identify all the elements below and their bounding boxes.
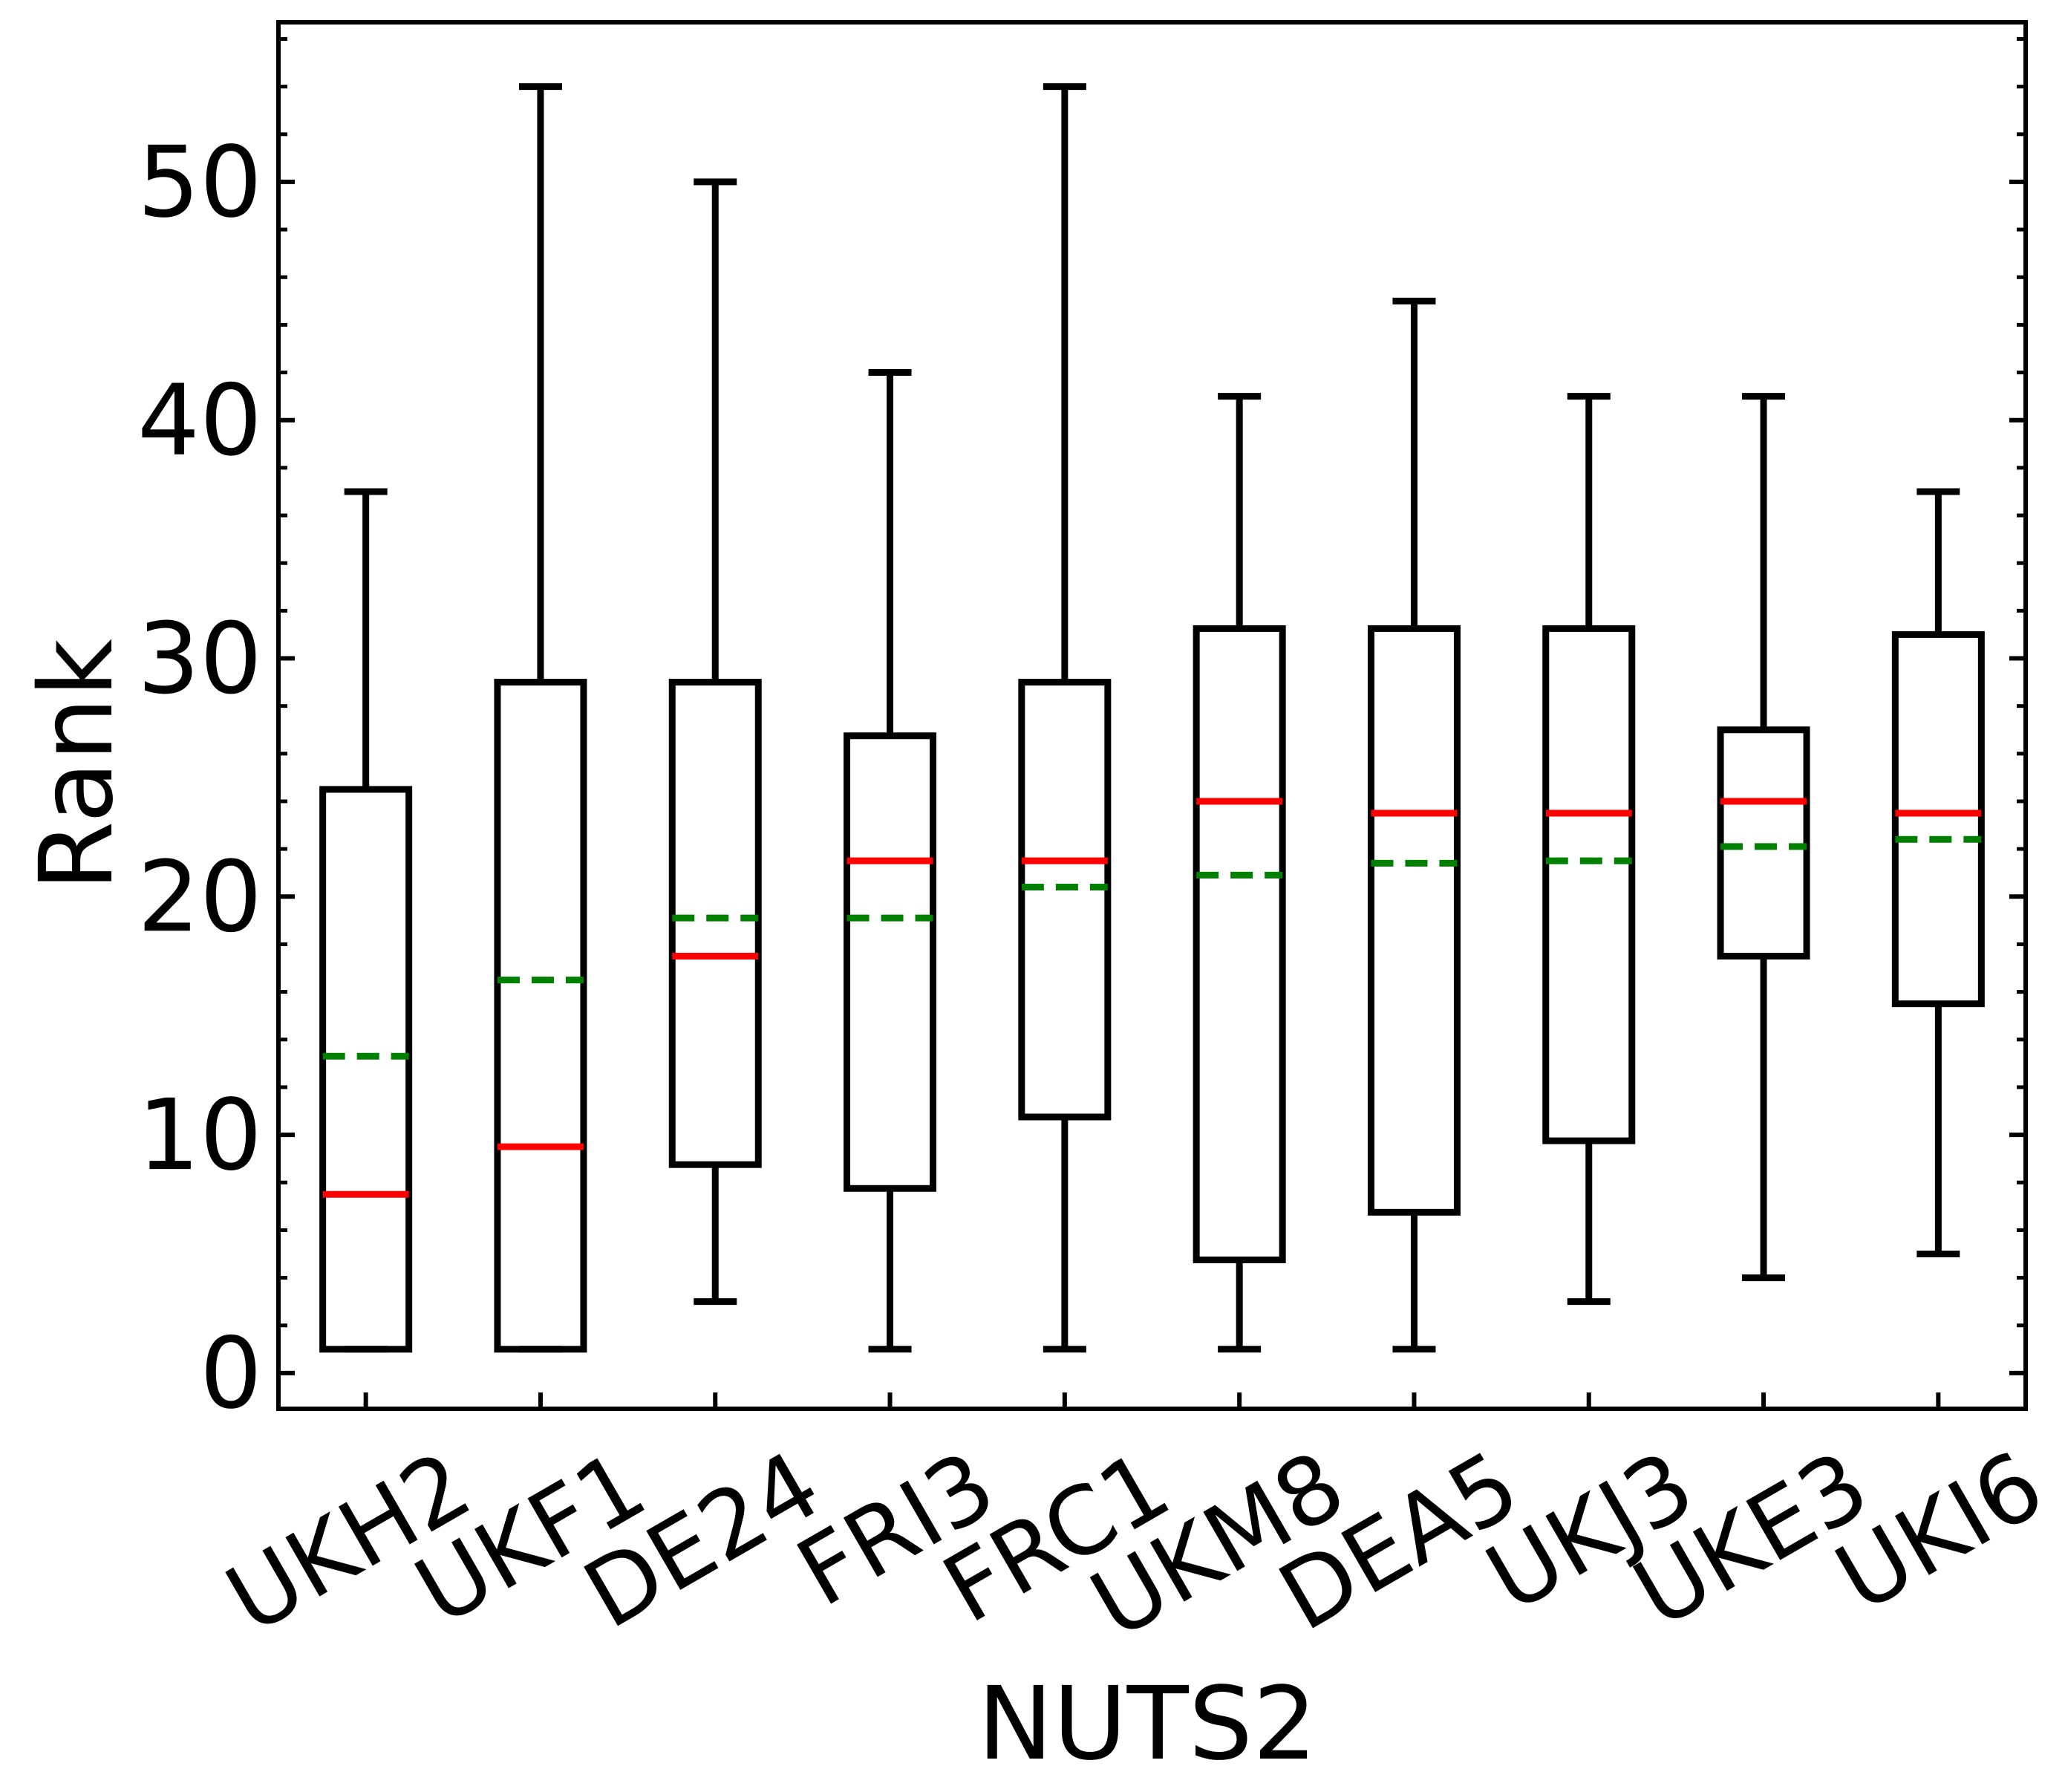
iqr-box	[668, 679, 762, 1168]
iqr-box	[494, 679, 587, 1353]
y-axis-label: Rank	[19, 639, 136, 891]
iqr-box	[1717, 726, 1810, 959]
iqr-box	[319, 786, 413, 1353]
box-dea5	[1367, 297, 1461, 1353]
box-ukh2	[319, 488, 413, 1353]
plot-frame	[276, 20, 2028, 1411]
iqr-box	[844, 732, 937, 1192]
y-tick-label: 40	[137, 364, 262, 478]
iqr-box	[1542, 625, 1636, 1144]
y-tick-label: 20	[137, 840, 262, 954]
x-axis-label: NUTS2	[977, 1666, 1317, 1783]
iqr-box	[1018, 679, 1112, 1121]
iqr-box	[1367, 625, 1461, 1216]
box-frc1	[1018, 83, 1112, 1353]
box-de24	[668, 178, 762, 1306]
y-tick-label: 10	[137, 1078, 262, 1193]
box-ukm8	[1193, 393, 1286, 1353]
iqr-box	[1193, 625, 1286, 1264]
y-tick-label: 50	[137, 126, 262, 240]
x-tick-label: UKI6	[1818, 1430, 2061, 1633]
box-fri3	[844, 369, 937, 1353]
axes: 0 10 20 30 40 50 UKH2UKF1DE24FRI3FRC1UKM8DEA5U…	[137, 20, 2061, 1660]
iqr-box	[1891, 631, 1985, 1008]
box-ukf1	[494, 83, 587, 1353]
box-uki6	[1891, 488, 1985, 1257]
y-tick-label: 30	[137, 602, 262, 717]
box-layer	[319, 83, 1985, 1353]
box-uke3	[1717, 393, 1810, 1282]
y-tick-label: 0	[200, 1317, 262, 1431]
box-ukj3	[1542, 393, 1636, 1306]
y-ticks: 0 10 20 30 40 50	[137, 36, 2026, 1431]
